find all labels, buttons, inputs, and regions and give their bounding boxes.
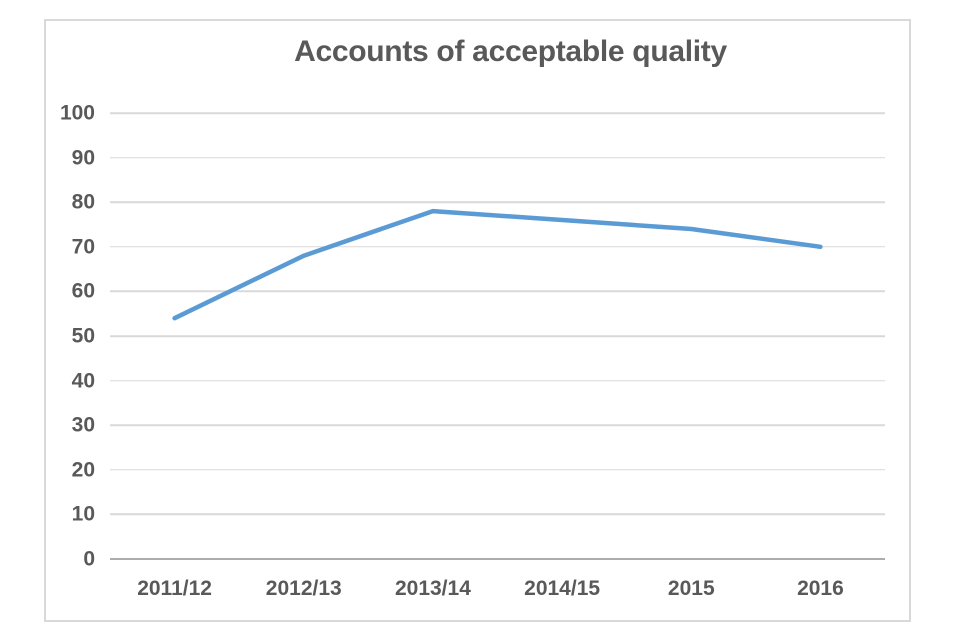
y-tick-label: 0: [83, 547, 95, 571]
x-tick-label: 2014/15: [524, 577, 601, 600]
gridline: [110, 246, 885, 248]
x-axis: 2011/12 2012/13 2013/14 2014/15 2015 201…: [110, 577, 885, 601]
gridline: [110, 335, 885, 337]
y-tick-label: 90: [71, 146, 95, 170]
y-tick-label: 20: [71, 458, 95, 482]
gridline: [110, 156, 885, 159]
y-tick-label: 40: [71, 369, 95, 393]
y-tick-label: 80: [71, 190, 95, 214]
gridline: [110, 290, 885, 293]
y-tick-label: 100: [59, 101, 95, 125]
gridline: [110, 112, 885, 114]
gridline: [110, 513, 885, 516]
y-tick-label: 10: [71, 502, 95, 526]
gridline: [110, 379, 885, 382]
y-tick-label: 30: [71, 413, 95, 437]
gridline: [110, 201, 885, 203]
line-chart-svg: [172, 208, 823, 321]
x-axis-line: [110, 558, 885, 560]
gridline: [110, 424, 885, 426]
x-tick-label: 2015: [667, 577, 715, 600]
x-tick-label: 2012/13: [265, 577, 342, 600]
chart-title: Accounts of acceptable quality: [294, 35, 727, 68]
plot-area: [110, 112, 885, 560]
chart-frame: Accounts of acceptable quality 100 90 80…: [44, 19, 911, 622]
line-series: [172, 208, 823, 321]
x-tick-label: 2011/12: [137, 577, 212, 600]
y-axis: 100 90 80 70 60 50 40 30 20 10 0: [46, 103, 104, 570]
x-tick-label: 2016: [797, 577, 844, 600]
gridline: [110, 469, 885, 471]
y-tick-label: 50: [71, 324, 95, 348]
y-tick-label: 60: [71, 279, 95, 303]
x-tick-label: 2013/14: [394, 577, 471, 600]
y-tick-label: 70: [71, 235, 95, 259]
